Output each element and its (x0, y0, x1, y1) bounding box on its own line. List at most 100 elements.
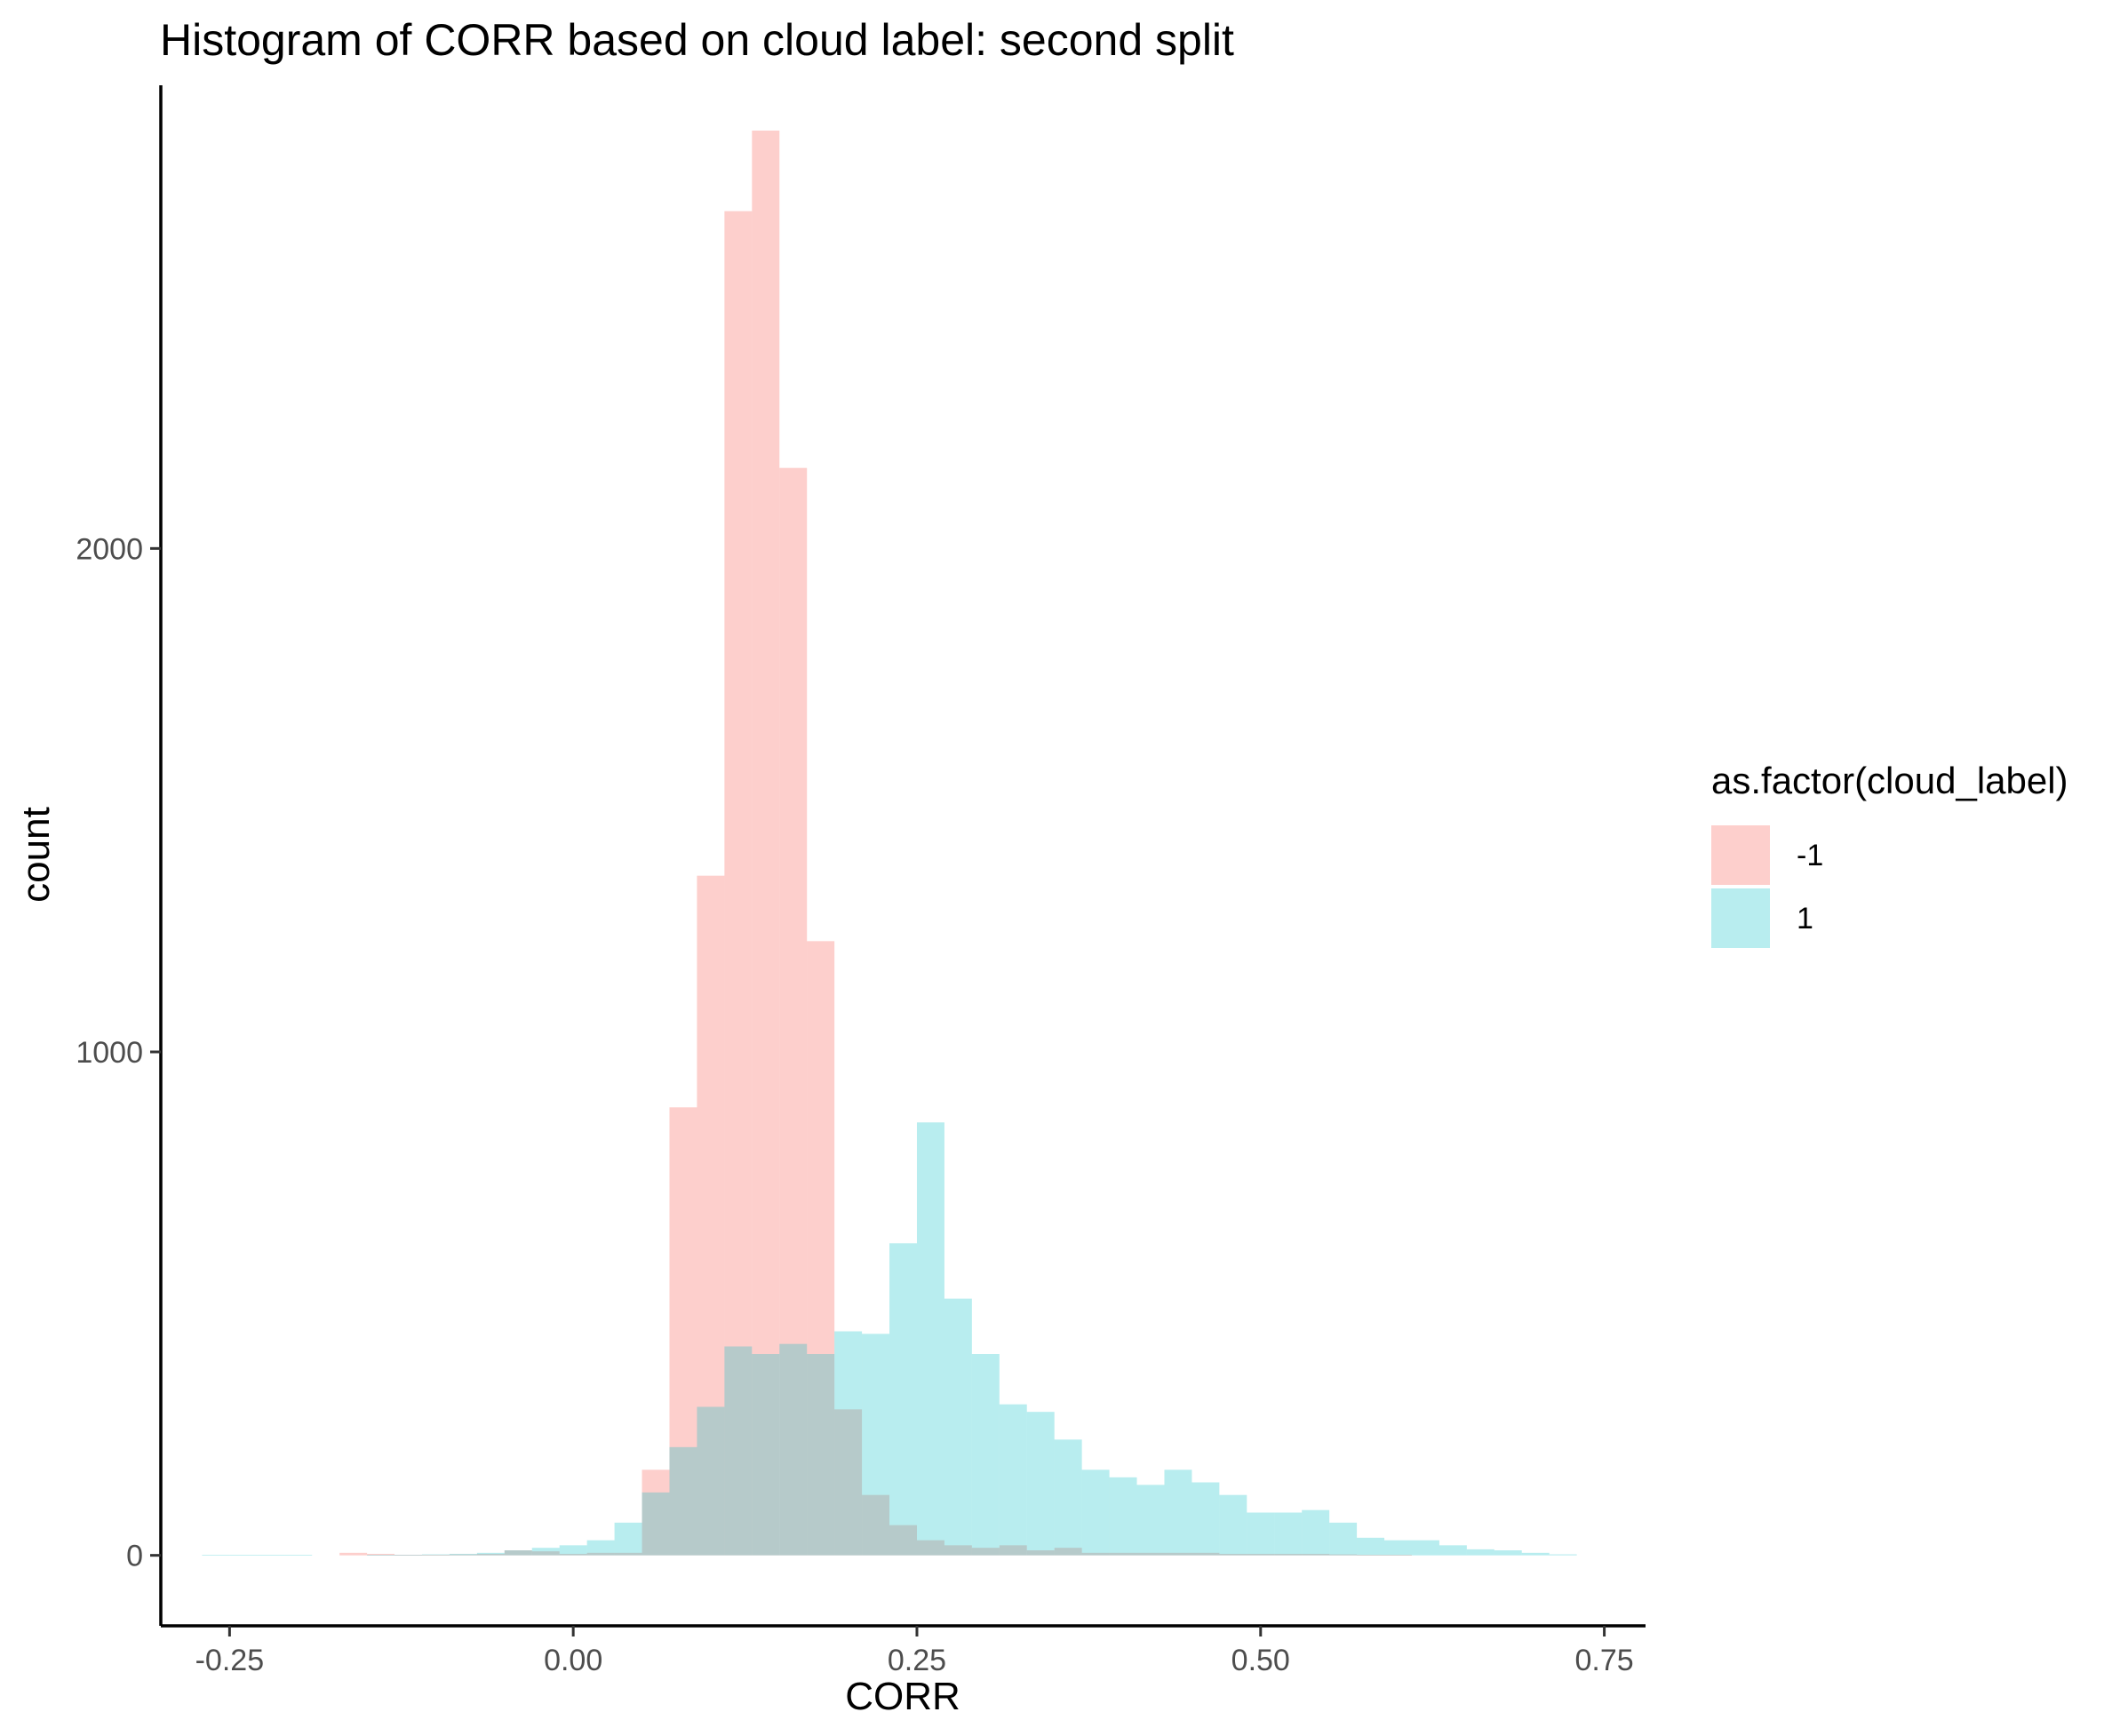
x-tick-label: -0.25 (195, 1644, 265, 1677)
histogram-bar (1081, 1469, 1110, 1556)
histogram-bar (1192, 1552, 1220, 1556)
histogram-bar (889, 1243, 917, 1556)
histogram-bar (669, 1446, 697, 1556)
histogram-bar (862, 1494, 890, 1556)
histogram-bar (1521, 1552, 1550, 1556)
chart-title: Histogram of CORR based on cloud label: … (160, 15, 1234, 65)
histogram-bar (1384, 1540, 1412, 1556)
histogram-bar (779, 1343, 808, 1556)
x-tick-label: 0.00 (544, 1644, 602, 1677)
histogram-bar (202, 1555, 230, 1556)
x-axis-ticks: -0.25 0.00 0.25 0.50 0.75 (195, 1626, 1634, 1677)
histogram-bar (531, 1551, 560, 1556)
y-tick-label: 0 (126, 1540, 143, 1573)
histogram-bar (971, 1354, 1000, 1556)
y-axis-title: count (14, 807, 58, 903)
histogram-bar (1219, 1494, 1247, 1556)
histogram-bar (284, 1555, 313, 1556)
histogram-bar (642, 1469, 670, 1556)
histogram-bar (1136, 1552, 1165, 1556)
histogram-bar (1329, 1554, 1358, 1556)
histogram-bar (834, 1331, 863, 1556)
histogram-bar (476, 1552, 505, 1556)
x-tick-label: 0.25 (888, 1644, 946, 1677)
histogram-bar (504, 1550, 532, 1556)
histogram-bar (916, 1122, 944, 1556)
histogram-bar (1109, 1552, 1137, 1556)
legend: as.factor(cloud_label) -1 1 (1711, 760, 2068, 948)
histogram-bar (1109, 1477, 1137, 1556)
histogram-bar (1219, 1553, 1247, 1556)
histogram-bar (697, 1406, 725, 1556)
histogram-bar (395, 1555, 422, 1556)
histogram-bar (339, 1552, 368, 1556)
histogram-bar (999, 1404, 1027, 1556)
histogram-bar (1026, 1412, 1055, 1556)
histogram-bar (395, 1555, 422, 1556)
histogram-bar (752, 1354, 780, 1556)
histogram-bar (229, 1555, 258, 1556)
histogram-bars (202, 131, 1577, 1556)
histogram-bar (916, 1540, 944, 1556)
legend-swatch (1711, 888, 1770, 948)
histogram-bar (1026, 1550, 1055, 1556)
histogram-bar (449, 1553, 477, 1556)
histogram-bar (367, 1553, 395, 1556)
histogram-bar (1081, 1552, 1110, 1556)
histogram-bar (1439, 1545, 1467, 1556)
histogram-bar (1164, 1469, 1192, 1556)
histogram-bar (724, 1346, 753, 1556)
histogram-bar (862, 1334, 890, 1556)
histogram-bar (1054, 1439, 1082, 1556)
histogram-bar (1549, 1554, 1577, 1556)
histogram-bar (1357, 1555, 1385, 1556)
histogram-bar (614, 1522, 642, 1556)
histogram-bar (1274, 1512, 1303, 1556)
histogram-bar (449, 1554, 477, 1556)
histogram-bar (1054, 1548, 1082, 1556)
legend-title: as.factor(cloud_label) (1711, 760, 2068, 801)
series-2 (202, 1122, 1577, 1556)
histogram-bar (476, 1553, 505, 1556)
legend-label: 1 (1797, 902, 1813, 936)
histogram-bar (1329, 1522, 1358, 1556)
histogram-bar (807, 1354, 835, 1556)
histogram-bar (614, 1552, 642, 1556)
legend-swatch (1711, 825, 1770, 885)
histogram-bar (1192, 1482, 1220, 1556)
histogram-bar (559, 1553, 587, 1556)
histogram-bar (697, 875, 725, 1556)
histogram-bar (944, 1545, 972, 1556)
series-1 (339, 131, 1412, 1556)
histogram-bar (971, 1548, 1000, 1556)
histogram-bar (1247, 1512, 1275, 1556)
histogram-bar (1302, 1553, 1330, 1556)
histogram-bar (779, 467, 808, 1556)
histogram-bar (1411, 1540, 1439, 1556)
histogram-bar (669, 1107, 697, 1556)
histogram-bar (999, 1545, 1027, 1556)
histogram-bar (724, 211, 753, 1556)
histogram-bar (531, 1548, 560, 1556)
histogram-bar (1247, 1553, 1275, 1556)
histogram-bar (834, 1409, 863, 1556)
histogram-bar (1302, 1509, 1330, 1556)
histogram-bar (1357, 1537, 1385, 1556)
histogram-bar (752, 131, 780, 1556)
x-tick-label: 0.75 (1574, 1644, 1633, 1677)
histogram-bar (1466, 1549, 1494, 1556)
x-axis-title: CORR (845, 1675, 960, 1718)
legend-label: -1 (1797, 839, 1823, 872)
histogram-bar (642, 1492, 670, 1556)
histogram-bar (421, 1555, 450, 1556)
histogram-bar (1494, 1550, 1522, 1556)
histogram-bar (889, 1525, 917, 1556)
histogram-bar (586, 1540, 615, 1556)
histogram-bar (367, 1555, 395, 1556)
y-tick-label: 1000 (76, 1036, 143, 1070)
histogram-bar (944, 1298, 972, 1556)
histogram-bar (504, 1550, 532, 1556)
histogram-bar (1384, 1555, 1412, 1556)
histogram-bar (807, 941, 835, 1556)
